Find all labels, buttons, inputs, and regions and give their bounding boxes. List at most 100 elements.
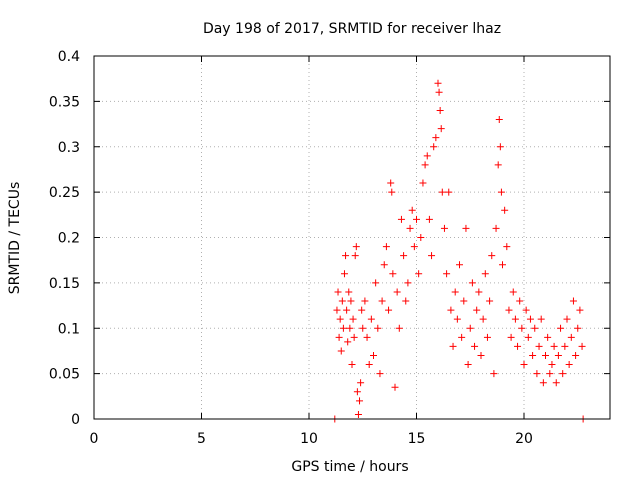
data-point — [340, 270, 348, 278]
data-point — [434, 79, 442, 87]
data-point — [468, 279, 476, 287]
data-point — [402, 297, 410, 305]
data-point — [473, 306, 481, 314]
data-point — [428, 252, 436, 260]
chart-title: Day 198 of 2017, SRMTID for receiver lha… — [203, 21, 501, 37]
data-point — [497, 188, 505, 196]
data-point — [389, 270, 397, 278]
data-point — [499, 261, 506, 269]
data-points — [331, 79, 587, 423]
data-point — [415, 270, 423, 278]
data-point — [475, 288, 483, 296]
data-point — [574, 324, 582, 332]
data-point — [430, 143, 438, 151]
data-point — [518, 324, 526, 332]
data-point — [505, 306, 513, 314]
data-point — [552, 379, 560, 387]
y-tick-label: 0.25 — [49, 185, 80, 201]
data-point — [432, 134, 440, 142]
y-tick-label: 0.35 — [49, 94, 80, 110]
data-point — [410, 243, 418, 251]
data-point — [509, 288, 517, 296]
data-point — [542, 351, 549, 359]
data-point — [437, 125, 445, 133]
x-tick-label: 20 — [515, 431, 533, 447]
data-point — [544, 333, 552, 341]
data-point — [440, 224, 448, 232]
data-point — [400, 252, 408, 260]
data-point — [336, 315, 344, 323]
data-point — [358, 306, 366, 314]
y-tick-label: 0.15 — [49, 276, 80, 292]
data-point — [339, 324, 347, 332]
data-point — [338, 297, 346, 305]
data-point — [477, 351, 485, 359]
data-point — [471, 342, 479, 350]
data-point — [496, 143, 504, 151]
data-point — [374, 324, 382, 332]
data-point — [557, 324, 565, 332]
data-point — [397, 215, 405, 223]
data-point — [385, 306, 393, 314]
data-point — [520, 361, 528, 369]
data-point — [546, 370, 554, 378]
data-point — [453, 315, 461, 323]
data-point — [449, 342, 457, 350]
data-point — [357, 379, 365, 387]
data-point — [529, 351, 537, 359]
data-point — [359, 324, 367, 332]
data-point — [514, 342, 522, 350]
data-point — [425, 215, 433, 223]
y-axis-label: SRMTID / TECUs — [7, 182, 23, 295]
data-point — [458, 333, 466, 341]
data-point — [569, 297, 577, 305]
data-point — [492, 224, 500, 232]
data-point — [451, 288, 459, 296]
data-point — [372, 279, 380, 287]
data-point — [511, 315, 519, 323]
data-point — [349, 315, 357, 323]
data-point — [526, 315, 534, 323]
data-point — [345, 288, 353, 296]
data-point — [486, 297, 494, 305]
data-point — [483, 333, 491, 341]
data-point — [335, 333, 343, 341]
data-point — [531, 324, 539, 332]
data-point — [572, 351, 580, 359]
x-tick-label: 5 — [197, 431, 206, 447]
data-point — [456, 261, 463, 269]
data-point — [354, 410, 362, 418]
data-point — [495, 116, 503, 124]
data-point — [421, 161, 429, 169]
data-point — [479, 315, 487, 323]
y-tick-label: 0.2 — [58, 231, 80, 247]
x-axis-label: GPS time / hours — [291, 459, 408, 475]
data-point — [466, 324, 474, 332]
x-tick-label: 10 — [300, 431, 318, 447]
data-point — [378, 297, 386, 305]
data-point — [356, 397, 364, 405]
y-tick-label: 0 — [71, 412, 80, 428]
data-point — [537, 315, 545, 323]
data-point — [460, 297, 468, 305]
data-point — [406, 224, 414, 232]
data-point — [408, 206, 416, 214]
data-point — [488, 252, 496, 260]
y-tick-label: 0.3 — [58, 140, 80, 156]
data-point — [347, 297, 355, 305]
data-point — [438, 188, 446, 196]
data-point — [334, 288, 342, 296]
x-tick-label: 0 — [90, 431, 99, 447]
data-point — [535, 342, 543, 350]
data-point — [404, 279, 412, 287]
data-point — [376, 370, 384, 378]
axis-ticks: 0 5 10 15 20 0 0.05 0.1 0.15 0.2 0.25 0.3 0.35 0.4 — [49, 49, 610, 447]
data-point — [370, 351, 377, 359]
data-point — [382, 243, 390, 251]
data-point — [578, 342, 586, 350]
data-point — [550, 342, 558, 350]
data-point — [387, 179, 395, 187]
data-point — [337, 347, 345, 355]
y-tick-label: 0.1 — [58, 321, 80, 337]
